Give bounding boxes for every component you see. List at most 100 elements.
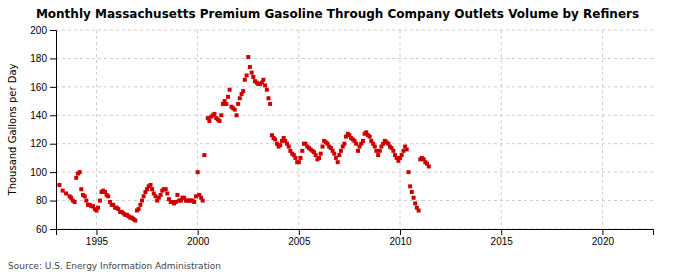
x-axis-tick-label: 2000 <box>187 236 210 247</box>
point <box>140 199 144 203</box>
y-axis-tick-mark <box>50 201 56 202</box>
point <box>265 88 269 92</box>
point <box>164 187 168 191</box>
x-axis-tick: 1995 <box>86 229 109 247</box>
point <box>408 184 412 188</box>
point <box>261 78 265 82</box>
chart: 1995200020052010201520206080100120140160… <box>0 0 675 275</box>
x-axis-tick-label: 2015 <box>491 236 514 247</box>
point <box>243 78 247 82</box>
point <box>142 194 146 198</box>
x-axis-tick-mark <box>198 229 199 235</box>
y-axis-tick-label: 180 <box>30 53 47 64</box>
point <box>228 88 232 92</box>
grid <box>56 30 653 229</box>
point <box>226 95 230 99</box>
y-axis-tick-label: 80 <box>36 195 48 206</box>
point <box>297 160 301 164</box>
y-axis-tick-label: 160 <box>30 82 47 93</box>
point <box>287 145 291 149</box>
point <box>149 183 153 187</box>
point <box>336 160 340 164</box>
point <box>268 102 272 106</box>
point <box>106 194 110 198</box>
point <box>337 153 341 157</box>
point <box>219 113 223 117</box>
point <box>150 187 154 191</box>
point <box>391 149 395 153</box>
x-axis-tick: 2010 <box>389 229 412 247</box>
point <box>427 164 431 168</box>
point <box>400 153 404 157</box>
y-axis-tick: 200 <box>30 25 56 36</box>
y-axis-tick-mark <box>50 144 56 145</box>
point <box>266 96 270 100</box>
point <box>133 218 137 222</box>
point <box>314 153 318 157</box>
point <box>245 73 249 77</box>
y-axis-line <box>50 31 57 230</box>
x-axis-tick: 2015 <box>491 229 514 247</box>
x-axis-tick-mark <box>400 229 401 235</box>
y-axis-tick: 160 <box>30 82 56 93</box>
grid-line-x <box>96 30 97 229</box>
point <box>196 170 200 174</box>
x-axis: 1995 2000 2005 2010 2015 2020 <box>57 229 654 247</box>
point <box>361 139 365 143</box>
point <box>376 153 380 157</box>
point <box>137 207 141 211</box>
y-axis-tick: 80 <box>36 195 56 206</box>
y-axis-tick-label: 100 <box>30 167 47 178</box>
y-axis-tick-mark <box>50 58 56 59</box>
grid-line-x <box>400 30 401 229</box>
grid-line-x <box>501 30 502 229</box>
y-axis-tick-label: 140 <box>30 110 47 121</box>
grid-line-x <box>298 30 299 229</box>
point <box>354 142 358 146</box>
grid-line-x <box>197 30 198 229</box>
point <box>278 143 282 147</box>
point <box>246 55 250 59</box>
point <box>319 152 323 156</box>
point <box>342 142 346 146</box>
point <box>356 149 360 153</box>
y-axis-tick: 60 <box>36 224 56 235</box>
y-axis-tick: 180 <box>30 53 56 64</box>
points <box>57 55 430 222</box>
point <box>84 199 88 203</box>
point <box>235 113 239 117</box>
point <box>165 191 169 195</box>
point <box>412 196 416 200</box>
x-axis-line <box>57 230 654 236</box>
point <box>263 83 267 87</box>
y-axis-title: Thousand Gallons per Day <box>7 63 18 196</box>
annotation: Source: U.S. Energy Information Administ… <box>8 261 221 271</box>
title: Monthly Massachusetts Premium Gasoline T… <box>36 7 639 21</box>
point <box>250 71 254 75</box>
point <box>83 194 87 198</box>
grid-line-y <box>56 58 653 59</box>
grid-line-y <box>56 172 653 173</box>
point <box>248 65 252 69</box>
y-axis-tick: 100 <box>30 167 56 178</box>
y-axis-tick-mark <box>50 172 56 173</box>
point <box>207 119 211 123</box>
point <box>298 156 302 160</box>
point <box>300 149 304 153</box>
point <box>413 201 417 205</box>
x-axis-tick-label: 2005 <box>288 236 311 247</box>
point <box>224 102 228 106</box>
x-axis-tick: 2000 <box>187 229 210 247</box>
x-axis-tick: 2020 <box>592 229 615 247</box>
point <box>251 75 255 79</box>
grid-line-y <box>56 200 653 201</box>
x-axis-tick-label: 2020 <box>592 236 615 247</box>
point <box>407 170 411 174</box>
point <box>98 199 102 203</box>
point <box>273 137 277 141</box>
point <box>96 206 100 210</box>
point <box>241 89 245 93</box>
grid-line-y <box>56 115 653 116</box>
x-axis-tick-mark <box>602 229 603 235</box>
point <box>317 156 321 160</box>
